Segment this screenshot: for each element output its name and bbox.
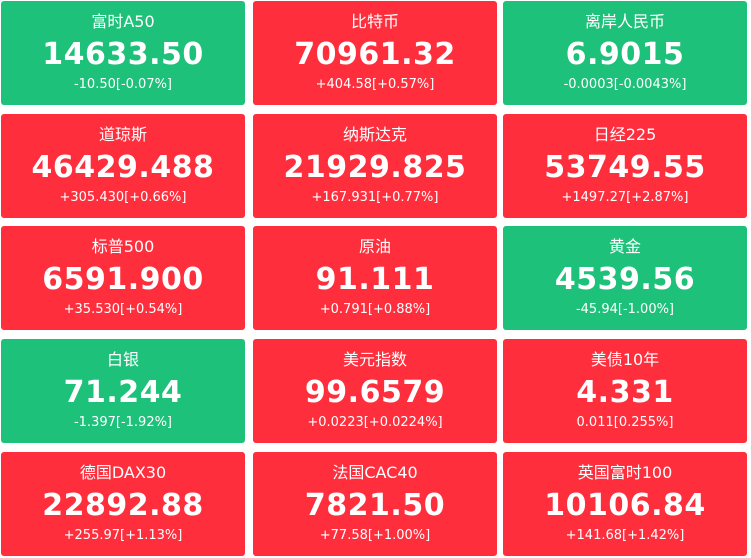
quote-price: 22892.88 — [42, 488, 204, 523]
quote-change: -45.94[-1.00%] — [575, 302, 675, 317]
quote-price: 10106.84 — [544, 488, 706, 523]
quote-change: +77.58[+1.00%] — [319, 528, 431, 543]
quote-change: +0.0223[+0.0224%] — [307, 415, 443, 430]
quote-name: 道琼斯 — [98, 125, 147, 144]
quote-price: 91.111 — [315, 262, 435, 297]
quote-name: 法国CAC40 — [332, 463, 418, 482]
quote-tile-bitcoin[interactable]: 比特币 70961.32 +404.58[+0.57%] — [253, 1, 497, 105]
quote-price: 4539.56 — [554, 262, 696, 297]
quote-change: -10.50[-0.07%] — [73, 77, 173, 92]
quote-tile-offshore-cny[interactable]: 离岸人民币 6.9015 -0.0003[-0.0043%] — [503, 1, 747, 105]
quote-price: 46429.488 — [31, 150, 215, 185]
quote-change: +0.791[+0.88%] — [319, 302, 431, 317]
quote-tile-sp500[interactable]: 标普500 6591.900 +35.530[+0.54%] — [1, 226, 245, 330]
quote-change: +305.430[+0.66%] — [59, 190, 187, 205]
quote-price: 21929.825 — [283, 150, 467, 185]
quote-tile-cac40[interactable]: 法国CAC40 7821.50 +77.58[+1.00%] — [253, 452, 497, 556]
quote-name: 白银 — [106, 350, 139, 369]
quote-tile-silver[interactable]: 白银 71.244 -1.397[-1.92%] — [1, 339, 245, 443]
quote-change: +141.68[+1.42%] — [565, 528, 685, 543]
quote-change: 0.011[0.255%] — [576, 415, 674, 430]
quote-name: 黄金 — [608, 237, 641, 256]
quote-tile-gold[interactable]: 黄金 4539.56 -45.94[-1.00%] — [503, 226, 747, 330]
quote-price: 99.6579 — [304, 375, 446, 410]
quote-tile-ftse-a50[interactable]: 富时A50 14633.50 -10.50[-0.07%] — [1, 1, 245, 105]
quote-name: 英国富时100 — [577, 463, 673, 482]
quote-price: 71.244 — [63, 375, 183, 410]
quote-name: 德国DAX30 — [79, 463, 167, 482]
quote-tile-us-10y-treasury[interactable]: 美债10年 4.331 0.011[0.255%] — [503, 339, 747, 443]
quote-name: 比特币 — [350, 12, 399, 31]
quote-name: 富时A50 — [91, 12, 155, 31]
quote-price: 6591.900 — [42, 262, 204, 297]
quote-tile-dollar-index[interactable]: 美元指数 99.6579 +0.0223[+0.0224%] — [253, 339, 497, 443]
quote-price: 70961.32 — [294, 37, 456, 72]
quote-name: 日经225 — [593, 125, 657, 144]
quote-change: +167.931[+0.77%] — [311, 190, 439, 205]
quote-name: 离岸人民币 — [584, 12, 665, 31]
quote-price: 14633.50 — [42, 37, 204, 72]
quote-name: 原油 — [358, 237, 391, 256]
quote-tile-dow-jones[interactable]: 道琼斯 46429.488 +305.430[+0.66%] — [1, 114, 245, 218]
quote-change: +1497.27[+2.87%] — [561, 190, 689, 205]
quote-tile-dax30[interactable]: 德国DAX30 22892.88 +255.97[+1.13%] — [1, 452, 245, 556]
quote-name: 标普500 — [91, 237, 155, 256]
quote-change: +404.58[+0.57%] — [315, 77, 435, 92]
quote-tile-ftse-100[interactable]: 英国富时100 10106.84 +141.68[+1.42%] — [503, 452, 747, 556]
quote-price: 53749.55 — [544, 150, 706, 185]
quote-change: -1.397[-1.92%] — [73, 415, 173, 430]
quote-tile-nasdaq[interactable]: 纳斯达克 21929.825 +167.931[+0.77%] — [253, 114, 497, 218]
quote-price: 7821.50 — [304, 488, 446, 523]
quote-change: -0.0003[-0.0043%] — [563, 77, 687, 92]
quote-price: 6.9015 — [565, 37, 685, 72]
quote-tile-nikkei-225[interactable]: 日经225 53749.55 +1497.27[+2.87%] — [503, 114, 747, 218]
quote-name: 美元指数 — [342, 350, 407, 369]
quote-change: +255.97[+1.13%] — [63, 528, 183, 543]
quote-price: 4.331 — [576, 375, 674, 410]
quote-name: 纳斯达克 — [342, 125, 407, 144]
quote-name: 美债10年 — [590, 350, 660, 369]
quote-tile-crude-oil[interactable]: 原油 91.111 +0.791[+0.88%] — [253, 226, 497, 330]
quote-change: +35.530[+0.54%] — [63, 302, 183, 317]
